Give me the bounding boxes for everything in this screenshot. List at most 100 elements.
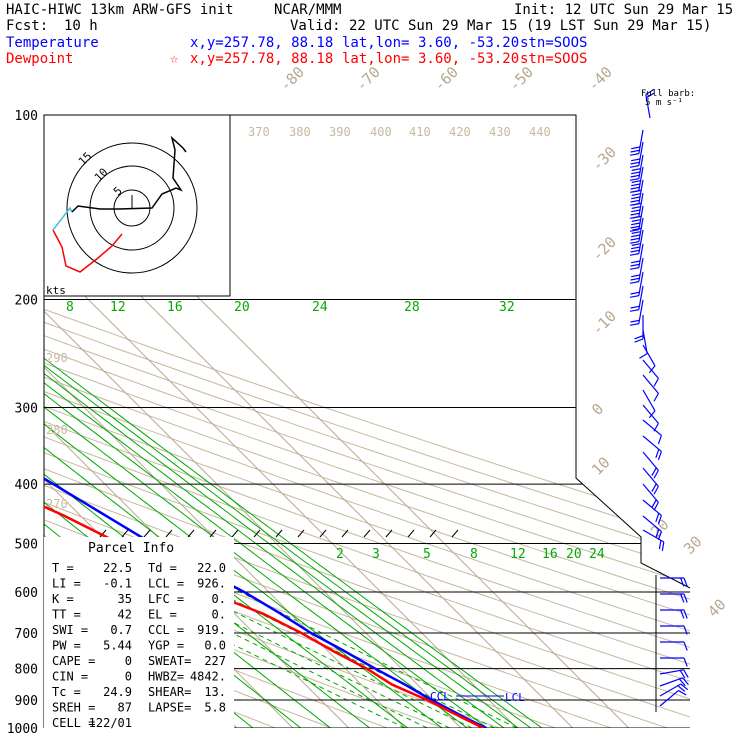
dewpoint-legend-label: Dewpoint (6, 51, 74, 67)
wind-barb-shaft (638, 141, 644, 166)
forecast-label: Fcst: (6, 18, 49, 34)
dry-adiabat-line (44, 115, 690, 728)
parcel-info-cell: 0. (212, 608, 226, 622)
wind-barb-shaft (638, 257, 644, 282)
parcel-info-cell: 22.0 (197, 561, 226, 575)
wind-barb-shaft (642, 359, 659, 379)
parcel-info-cell: 13. (204, 685, 226, 699)
parcel-info-cell: LFC = (148, 592, 184, 606)
wind-barb-flag (630, 291, 640, 295)
temperature-latlon-label: lat,lon= (342, 35, 410, 51)
wind-barb-flag (631, 193, 641, 196)
wind-barb-flag (683, 657, 688, 667)
wind-barb-shaft (642, 404, 659, 424)
ccl-lcl-markers: CCL LCL (430, 690, 525, 704)
wind-barb-flag (655, 449, 660, 458)
parcel-info-title: Parcel Info (88, 541, 174, 556)
mixing-ratio-label: 3 (372, 547, 380, 562)
wind-barb-flag (661, 541, 665, 551)
model-name: HAIC-HIWC 13km ARW-GFS init (6, 2, 234, 18)
pressure-label: 500 (15, 537, 38, 552)
wind-barb-flag (631, 158, 641, 162)
wind-barb-flag (631, 206, 641, 209)
parcel-info-background (44, 537, 234, 728)
wind-barb-flag (629, 253, 639, 256)
ccl-label: CCL (430, 690, 450, 703)
wind-barb-flag (630, 212, 640, 216)
pressure-label: 400 (15, 478, 38, 493)
wind-barb-flag (683, 625, 688, 635)
isotherm-label: 0 (588, 400, 607, 419)
wind-barb-flag (680, 577, 685, 587)
theta-label: 430 (489, 125, 511, 139)
parcel-info-cell: SWEAT= (148, 654, 191, 668)
isotherm-label: -70 (352, 63, 384, 95)
plot-border-right (44, 114, 691, 589)
parcel-info-cell: 87 (118, 701, 132, 715)
theta-label: 270 (46, 497, 68, 511)
wind-barb-flag (631, 183, 641, 187)
wind-barb-flag (630, 225, 640, 229)
parcel-info-cell: CAPE = (52, 654, 95, 668)
pressure-label: 300 (15, 401, 38, 416)
pressure-label: 100 (15, 109, 38, 124)
wind-barb-flag (631, 209, 641, 213)
wind-barb-flag (632, 189, 642, 193)
parcel-info-cell: LI = (52, 577, 81, 591)
tropopause-hatch (231, 529, 239, 538)
wind-barb-shaft (638, 192, 644, 217)
theta-label: 440 (529, 125, 551, 139)
wind-barb-flag (629, 295, 639, 298)
wind-barb-flag (631, 180, 641, 183)
parcel-info-cell: 35 (118, 592, 132, 606)
parcel-info-cell: 4842. (190, 670, 226, 684)
mixing-ratio-label: 12 (110, 300, 126, 315)
hodograph-units: kts (46, 284, 66, 297)
parcel-info-cell: T = (52, 561, 74, 575)
isotherm-label: 40 (704, 595, 730, 621)
organization: NCAR/MMM (274, 2, 342, 18)
tropopause-hatch (407, 529, 415, 538)
isotherm-label: -80 (276, 63, 308, 95)
wind-barb-flag (648, 410, 656, 419)
wind-barb-flag (629, 165, 639, 168)
pressure-label: 1000 (7, 722, 38, 737)
wind-barb-flag (631, 171, 641, 175)
parcel-info-cell: PW = (52, 639, 81, 653)
wind-barb-flag (630, 277, 640, 281)
wind-barb-flag (634, 335, 644, 340)
mixing-ratio-label: 12 (510, 547, 526, 562)
parcel-info-cell: 0 (125, 670, 132, 684)
wind-barb-shaft (638, 166, 644, 191)
wind-barb-flag (653, 486, 659, 495)
wind-barb-shaft (642, 529, 665, 543)
wind-barb-shaft (638, 285, 644, 310)
wind-barb-flag (639, 353, 648, 359)
parcel-info-panel: Parcel Info T = 22.5 Td = 22.0 LI = -0.1 LCL =… (44, 537, 234, 730)
parcel-info-cell: TT = (52, 608, 81, 622)
tropopause-hatch (121, 529, 129, 538)
mixing-ratio-label: 24 (589, 547, 605, 562)
wind-barb-flag (629, 229, 639, 232)
wind-barb-flag (629, 281, 639, 284)
parcel-info-cell: SWI = (52, 623, 88, 637)
wind-barb-flag (630, 305, 640, 309)
parcel-info-cell: 0. (212, 592, 226, 606)
wind-barb-flag (630, 319, 640, 323)
tropopause-hatch (165, 529, 173, 538)
wind-barb-shaft (642, 435, 662, 452)
dry-adiabat-line (44, 115, 690, 728)
mixing-ratio-label: 8 (470, 547, 478, 562)
theta-label: 370 (248, 125, 270, 139)
parcel-info-cell: 24.9 (103, 685, 132, 699)
wind-barb-flag (631, 219, 641, 222)
pressure-label: 800 (15, 663, 38, 678)
dry-adiabat-line (44, 115, 690, 728)
wind-barb-flag (634, 338, 644, 343)
isotherm-label: -60 (430, 63, 462, 95)
theta-label: 390 (329, 125, 351, 139)
wind-barb-shaft (642, 467, 659, 487)
valid-time: Valid: 22 UTC Sun 29 Mar 15 (19 LST Sun … (290, 18, 712, 34)
theta-label: 380 (289, 125, 311, 139)
